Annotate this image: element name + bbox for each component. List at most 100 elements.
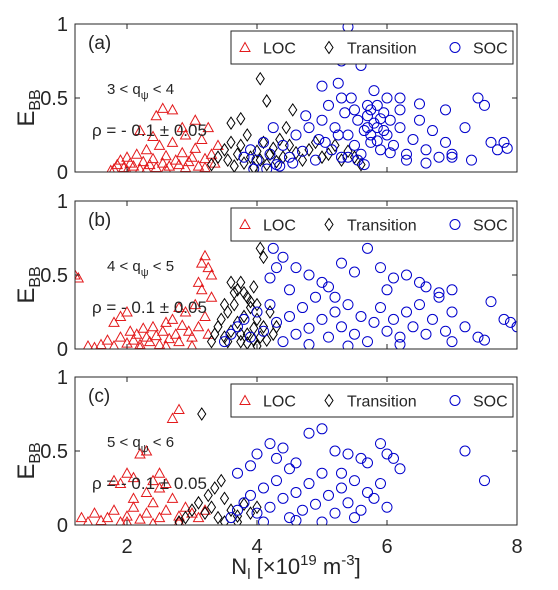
- transition-point: [255, 330, 265, 345]
- transition-point: [262, 94, 272, 108]
- soc-point: [329, 507, 341, 519]
- soc-point: [388, 139, 399, 151]
- legend-box: [230, 383, 514, 418]
- transition-point: [258, 319, 269, 334]
- soc-point: [342, 497, 354, 509]
- soc-point: [466, 154, 477, 166]
- soc-point: [349, 104, 360, 116]
- soc-point: [362, 99, 373, 111]
- loc-point: [108, 474, 120, 486]
- transition-point: [236, 275, 246, 290]
- soc-point: [316, 516, 328, 525]
- loc-point: [153, 139, 166, 150]
- soc-point: [446, 284, 458, 296]
- loc-point: [205, 148, 218, 159]
- transition-point: [356, 157, 366, 172]
- soc-point: [381, 448, 393, 460]
- loc-point: [179, 161, 192, 172]
- transition-point: [284, 138, 295, 153]
- loc-point: [156, 325, 169, 336]
- loc-point: [160, 316, 172, 327]
- loc-point: [176, 146, 189, 158]
- legend-marker-loc: [239, 218, 251, 229]
- loc-point: [179, 128, 192, 140]
- soc-point: [251, 448, 263, 460]
- loc-point: [166, 412, 179, 423]
- soc-point: [401, 269, 412, 281]
- soc-point: [245, 331, 256, 343]
- soc-point: [277, 336, 289, 348]
- transition-point: [174, 515, 184, 525]
- soc-point: [329, 445, 341, 457]
- loc-point: [205, 268, 218, 280]
- soc-point: [238, 313, 250, 325]
- soc-point: [342, 129, 354, 141]
- loc-point: [202, 261, 215, 273]
- soc-point: [277, 492, 289, 504]
- soc-point: [336, 321, 347, 333]
- soc-point: [342, 24, 354, 33]
- soc-point: [394, 339, 406, 349]
- panel-2: 0 0.5 1 EBB (b) 4 < qψ < 5 ρ = - 0.1 ± 0.05 LOC…: [13, 191, 518, 361]
- transition-point: [229, 159, 239, 172]
- loc-point: [173, 403, 185, 415]
- transition-point: [229, 297, 239, 312]
- soc-point: [297, 504, 308, 516]
- soc-point: [485, 296, 497, 308]
- transition-point: [330, 138, 340, 153]
- transition-point: [232, 315, 243, 330]
- loc-point: [160, 149, 172, 161]
- rho-label: ρ = - 0.1 ± 0.05: [92, 298, 207, 317]
- loc-point: [134, 513, 146, 524]
- soc-point: [381, 501, 393, 513]
- loc-point: [150, 109, 163, 121]
- soc-point: [336, 151, 347, 163]
- loc-point: [156, 102, 169, 113]
- transition-point: [226, 135, 236, 150]
- soc-point: [297, 145, 308, 157]
- transition-point: [265, 147, 275, 162]
- soc-point: [290, 328, 302, 340]
- soc-point: [446, 306, 458, 318]
- soc-point: [300, 110, 312, 122]
- transition-point: [239, 497, 249, 512]
- loc-point: [143, 335, 156, 347]
- loc-point: [140, 331, 153, 342]
- soc-point: [365, 129, 377, 141]
- loc-point: [140, 486, 153, 497]
- soc-point: [316, 423, 328, 435]
- loc-point: [202, 121, 215, 133]
- soc-point: [433, 287, 445, 299]
- soc-point: [336, 92, 347, 104]
- soc-point: [355, 504, 367, 516]
- transition-point: [278, 150, 288, 165]
- soc-point: [264, 438, 276, 450]
- transition-point: [343, 144, 353, 159]
- soc-point: [378, 125, 390, 137]
- soc-point: [355, 310, 367, 322]
- transition-point: [236, 334, 246, 349]
- loc-point: [135, 341, 145, 349]
- loc-point: [127, 471, 140, 483]
- loc-point: [179, 501, 192, 512]
- loc-point: [121, 467, 133, 478]
- soc-point: [479, 334, 490, 346]
- loc-point: [121, 510, 133, 521]
- soc-point: [323, 331, 334, 343]
- soc-point: [352, 114, 364, 126]
- loc-point: [83, 340, 93, 349]
- soc-point: [498, 313, 510, 325]
- soc-point: [349, 266, 360, 278]
- transition-point: [265, 305, 275, 319]
- y-tick-label: 0: [57, 515, 68, 537]
- soc-point: [440, 325, 451, 337]
- soc-point: [323, 489, 334, 501]
- soc-point: [277, 442, 289, 454]
- soc-point: [316, 313, 328, 325]
- soc-point: [401, 154, 412, 166]
- loc-point: [114, 477, 127, 489]
- transition-point: [258, 250, 269, 265]
- soc-point: [336, 482, 347, 494]
- loc-point: [121, 305, 133, 317]
